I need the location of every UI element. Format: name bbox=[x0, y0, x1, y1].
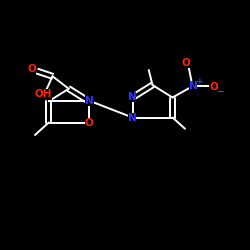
Text: O: O bbox=[210, 82, 218, 92]
Text: −: − bbox=[216, 87, 224, 96]
Text: N: N bbox=[189, 81, 198, 91]
Text: N: N bbox=[128, 113, 136, 123]
Text: N: N bbox=[128, 92, 136, 102]
Text: O: O bbox=[85, 118, 94, 128]
Text: OH: OH bbox=[34, 90, 52, 100]
Text: N: N bbox=[85, 96, 94, 106]
Text: +: + bbox=[196, 77, 204, 86]
Text: O: O bbox=[182, 58, 191, 68]
Text: O: O bbox=[28, 64, 36, 74]
